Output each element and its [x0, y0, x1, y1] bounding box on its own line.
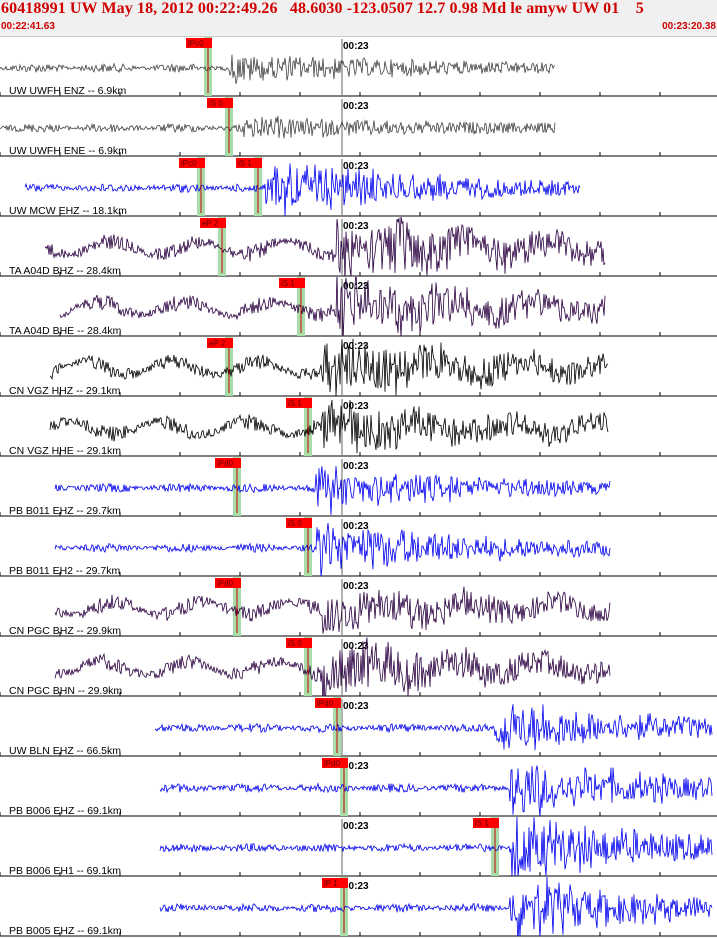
pick-label: iS 1 — [288, 399, 302, 408]
trace-row: 00:23 iPd0 CN PGC BHZ -- 29.9km — [0, 577, 717, 637]
seismic-waveform — [54, 637, 611, 696]
pick-label: eP 2 — [202, 219, 219, 228]
seismic-waveform — [0, 54, 556, 84]
pick-marker[interactable] — [207, 98, 233, 108]
header-bar: 60418991 UW May 18, 2012 00:22:49.26 48.… — [0, 0, 717, 37]
pick-label: iPd0 — [217, 579, 234, 588]
pick-marker[interactable] — [315, 698, 341, 708]
pick-marker[interactable] — [186, 38, 212, 48]
minute-label: 00:23 — [343, 881, 369, 892]
seismic-waveform — [154, 704, 713, 751]
trace-row: 00:23 iPc0 UW UWFH ENZ -- 6.9km — [0, 37, 717, 97]
seismic-waveform — [0, 115, 556, 139]
trace-row: 00:23 iS 0 UW UWFH ENE -- 6.9km — [0, 97, 717, 157]
seismic-waveform — [159, 765, 713, 816]
minute-label: 00:23 — [343, 401, 369, 412]
channel-label: CN PGC BHZ -- 29.9km — [9, 625, 121, 637]
trace-row: 00:23 iS 0 CN PGC BHN -- 29.9km — [0, 637, 717, 697]
pick-label: iS 1 — [475, 819, 489, 828]
pick-marker[interactable] — [286, 638, 312, 648]
pick-marker[interactable] — [215, 578, 241, 588]
pick-marker[interactable] — [473, 818, 499, 828]
minute-label: 00:23 — [343, 701, 369, 712]
pick-label: iPc0 — [188, 39, 204, 48]
event-title: 60418991 UW May 18, 2012 00:22:49.26 48.… — [1, 0, 644, 17]
pick-label: iS 0 — [209, 99, 223, 108]
pick-label: iS 1 — [281, 279, 295, 288]
trace-row: 00:23 eP 2 CN VGZ HHZ -- 29.1km — [0, 337, 717, 397]
channel-label: CN VGZ HHZ -- 29.1km — [9, 385, 121, 397]
trace-row: 00:23 iPd0 PB B011 EHZ -- 29.7km — [0, 457, 717, 517]
trace-row: 00:23 eP 2 TA A04D BHZ -- 28.4km — [0, 217, 717, 277]
channel-label: PB B011 EHZ -- 29.7km — [9, 505, 121, 517]
channel-label: PB B005 EHZ -- 69.1km — [9, 925, 122, 937]
trace-row: 00:23 iPc0 iS 1 UW MCW EHZ -- 18.1km — [0, 157, 717, 217]
pick-label: eP 2 — [209, 339, 226, 348]
minute-label: 00:23 — [343, 821, 369, 832]
pick-label: iPd0 — [217, 459, 234, 468]
seismic-waveform — [159, 877, 713, 936]
trace-row: 00:23 iPd0 UW BLN EHZ -- 66.5km — [0, 697, 717, 757]
minute-label: 00:23 — [343, 221, 369, 232]
minute-label: 00:23 — [343, 581, 369, 592]
minute-label: 00:23 — [343, 101, 369, 112]
seismic-waveform — [49, 338, 609, 396]
minute-label: 00:23 — [343, 41, 369, 52]
channel-label: CN PGC BHN -- 29.9km — [9, 685, 122, 697]
pick-label: iS 1 — [238, 159, 252, 168]
minute-label: 00:23 — [343, 641, 369, 652]
pick-label: iPc0 — [181, 159, 197, 168]
trace-row: 00:23 iS 1 TA A04D BHE -- 28.4km — [0, 277, 717, 337]
pick-marker[interactable] — [200, 218, 226, 228]
seismic-waveform — [54, 586, 611, 634]
pick-label: iS 0 — [288, 639, 302, 648]
pick-marker[interactable] — [322, 758, 348, 768]
trace-row: 00:23 iS 1 CN VGZ HHE -- 29.1km — [0, 397, 717, 457]
seismic-waveform — [54, 466, 611, 516]
window-start-time: 00:22:41.63 — [1, 21, 55, 32]
channel-label: UW BLN EHZ -- 66.5km — [9, 745, 121, 757]
pick-label: iP 1 — [324, 879, 338, 888]
minute-label: 00:23 — [343, 341, 369, 352]
channel-label: PB B011 EH2 -- 29.7km — [9, 565, 121, 577]
trace-row: 00:23 iP 1 PB B005 EHZ -- 69.1km — [0, 877, 717, 937]
seismic-waveform — [59, 277, 606, 336]
channel-label: UW MCW EHZ -- 18.1km — [9, 205, 127, 217]
minute-label: 00:23 — [343, 521, 369, 532]
pick-label: iPd0 — [324, 759, 341, 768]
pick-marker[interactable] — [179, 158, 205, 168]
trace-row: 00:23 iS 1 PB B006 EH1 -- 69.1km — [0, 817, 717, 877]
pick-marker[interactable] — [215, 458, 241, 468]
pick-label: iS 0 — [288, 519, 302, 528]
pick-marker[interactable] — [286, 518, 312, 528]
seismic-waveform — [159, 817, 713, 876]
minute-label: 00:23 — [343, 281, 369, 292]
channel-label: TA A04D BHZ -- 28.4km — [9, 265, 121, 277]
seismic-waveform — [54, 522, 611, 576]
pick-label: iPd0 — [317, 699, 334, 708]
channel-label: UW UWFH ENZ -- 6.9km — [9, 85, 126, 97]
seismic-waveform — [24, 163, 581, 216]
minute-label: 00:23 — [343, 161, 369, 172]
pick-marker[interactable] — [322, 878, 348, 888]
pick-marker[interactable] — [207, 338, 233, 348]
channel-label: TA A04D BHE -- 28.4km — [9, 325, 122, 337]
minute-label: 00:23 — [343, 761, 369, 772]
seismic-waveform — [49, 399, 609, 454]
window-end-time: 00:23:20.38 — [662, 21, 716, 32]
minute-label: 00:23 — [343, 461, 369, 472]
channel-label: PB B006 EH1 -- 69.1km — [9, 865, 121, 877]
trace-row: 00:23 iS 0 PB B011 EH2 -- 29.7km — [0, 517, 717, 577]
seismic-waveform — [44, 217, 606, 276]
pick-marker[interactable] — [286, 398, 312, 408]
channel-label: CN VGZ HHE -- 29.1km — [9, 445, 121, 457]
pick-marker[interactable] — [236, 158, 262, 168]
pick-marker[interactable] — [279, 278, 305, 288]
channel-label: PB B006 EHZ -- 69.1km — [9, 805, 122, 817]
channel-label: UW UWFH ENE -- 6.9km — [9, 145, 127, 157]
